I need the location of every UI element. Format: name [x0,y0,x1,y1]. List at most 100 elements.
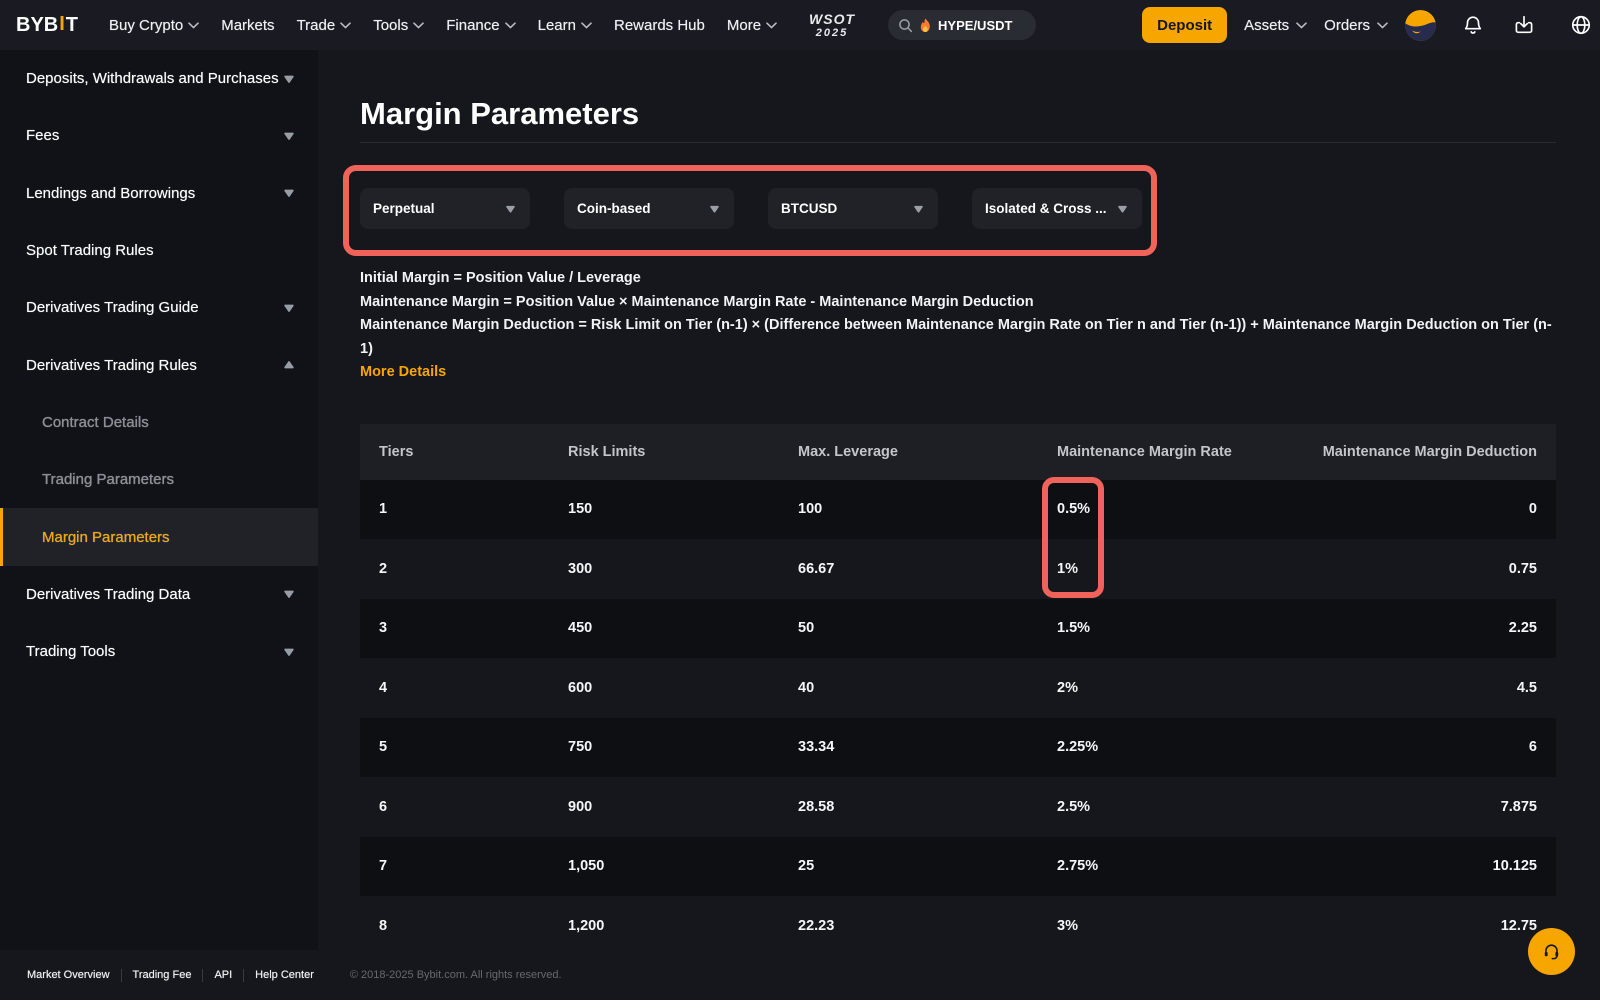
notifications-button[interactable] [1462,14,1484,36]
sidebar-item-spot-trading-rules[interactable]: Spot Trading Rules [0,222,318,279]
sidebar-item-label: Fees [26,127,60,145]
sidebar-item-label: Lendings and Borrowings [26,184,196,202]
globe-icon [1571,15,1591,35]
chevron-down-icon [284,648,294,656]
table-cell: 6 [1528,739,1537,756]
table-cell: 2% [1057,679,1078,696]
table-row: 5 750 33.34 2.25% 6 [360,717,1556,777]
logo-text-pre: BYB [16,13,59,36]
table-cell: 100 [798,501,823,518]
logo-text-i: I [59,12,65,35]
table-cell: 3 [379,620,388,637]
more-details-link[interactable]: More Details [360,364,447,380]
sidebar-item-deposits-withdrawals-and-purchases[interactable]: Deposits, Withdrawals and Purchases [0,50,318,107]
search-input[interactable]: HYPE/USDT [888,10,1037,40]
table-header-maintenance-margin-deduction: Maintenance Margin Deduction [1322,443,1537,460]
sidebar-item-derivatives-trading-data[interactable]: Derivatives Trading Data [0,566,318,623]
sidebar-item-derivatives-trading-guide[interactable]: Derivatives Trading Guide [0,279,318,336]
table-cell: 600 [568,679,593,696]
footer-divider [202,968,204,982]
sidebar-item-label: Margin Parameters [42,528,170,546]
nav-item-learn[interactable]: Learn [527,0,603,50]
page-title: Margin Parameters [360,96,640,131]
sidebar-item-trading-parameters[interactable]: Trading Parameters [0,451,318,508]
nav-item-rewards-hub[interactable]: Rewards Hub [603,0,716,50]
footer-link-api[interactable]: API [214,969,233,981]
footer-link-market-overview[interactable]: Market Overview [27,969,110,981]
table-cell: 2.25% [1057,739,1099,756]
nav-item-assets[interactable]: Assets [1244,17,1307,34]
nav-item-label: Markets [221,16,275,34]
search-icon [899,18,913,32]
navbar-right: Deposit Assets Orders [1142,0,1592,50]
table-cell: 28.58 [798,798,835,815]
table-cell: 750 [568,739,593,756]
footer-links: Market Overview Trading Fee API Help Center [27,968,314,982]
table-row: 3 450 50 1.5% 2.25 [360,598,1556,658]
sidebar: Deposits, Withdrawals and Purchases Fees L… [0,50,318,950]
language-button[interactable] [1570,14,1592,36]
table-cell: 450 [568,620,593,637]
chevron-down-icon [1118,205,1127,213]
footer-divider [243,968,245,982]
table-cell: 2.5% [1057,798,1091,815]
table-cell: 0.5% [1057,501,1091,518]
chevron-down-icon [284,75,294,83]
nav-item-more[interactable]: More [716,0,788,50]
table-cell: 7 [379,858,388,875]
table-cell: 33.34 [798,739,835,756]
table-cell: 22.23 [798,917,835,934]
footer-link-trading-fee[interactable]: Trading Fee [132,969,192,981]
sidebar-item-fees[interactable]: Fees [0,107,318,164]
table-row: 1 150 100 0.5% 0 [360,479,1556,539]
filter-dropdown-isolated-cross[interactable]: Isolated & Cross ... [972,188,1142,229]
avatar[interactable] [1405,9,1436,41]
footer-link-help-center[interactable]: Help Center [255,969,314,981]
nav-item-finance[interactable]: Finance [435,0,526,50]
bybit-logo[interactable]: BYB I T [16,12,78,37]
formulas: Initial Margin = Position Value / Levera… [360,267,1555,361]
deposit-button[interactable]: Deposit [1142,7,1228,43]
wsot-line1: WSOT [809,10,856,27]
filter-value: BTCUSD [781,201,838,216]
table-header-row: Tiers Risk Limits Max. Leverage Maintenance… [360,423,1556,480]
support-chat-button[interactable] [1528,928,1575,975]
filter-dropdown-perpetual[interactable]: Perpetual [360,188,530,229]
table-cell: 1,200 [568,917,605,934]
sidebar-item-derivatives-trading-rules[interactable]: Derivatives Trading Rules [0,336,318,393]
sidebar-item-contract-details[interactable]: Contract Details [0,394,318,451]
chevron-down-icon [914,205,923,213]
nav-item-buy-crypto[interactable]: Buy Crypto [109,0,210,50]
sidebar-item-label: Derivatives Trading Rules [26,356,197,374]
footer-divider [120,968,122,982]
sidebar-item-label: Trading Tools [26,643,116,661]
wsot-2025-logo[interactable]: WSOT 2025 [802,12,862,39]
sidebar-item-trading-tools[interactable]: Trading Tools [0,623,318,680]
filter-dropdown-btcusd[interactable]: BTCUSD [768,188,938,229]
chevron-down-icon [284,132,294,140]
copyright-text: © 2018-2025 Bybit.com. All rights reserv… [349,969,562,981]
chevron-down-icon [1377,21,1388,28]
table-cell: 2.75% [1057,858,1099,875]
sidebar-item-label: Deposits, Withdrawals and Purchases [26,70,279,88]
table-row: 4 600 40 2% 4.5 [360,658,1556,718]
nav-item-markets[interactable]: Markets [210,0,285,50]
filter-dropdown-coin-based[interactable]: Coin-based [564,188,734,229]
chevron-down-icon [766,21,777,28]
nav-item-tools[interactable]: Tools [362,0,435,50]
sidebar-item-label: Trading Parameters [42,471,174,489]
table-header-tiers: Tiers [379,443,414,460]
download-app-button[interactable] [1513,14,1535,36]
nav-item-label: Trade [296,16,336,34]
sidebar-item-margin-parameters[interactable]: Margin Parameters [0,508,318,566]
download-icon [1515,15,1533,34]
table-cell: 5 [379,739,388,756]
nav-item-label: Tools [373,16,409,34]
sidebar-item-label: Derivatives Trading Data [26,585,191,603]
chevron-down-icon [581,21,592,28]
table-cell: 7.875 [1500,798,1537,815]
nav-item-trade[interactable]: Trade [286,0,363,50]
nav-item-orders[interactable]: Orders [1324,17,1388,34]
sidebar-item-lendings-and-borrowings[interactable]: Lendings and Borrowings [0,165,318,222]
table-row: 6 900 28.58 2.5% 7.875 [360,777,1556,837]
